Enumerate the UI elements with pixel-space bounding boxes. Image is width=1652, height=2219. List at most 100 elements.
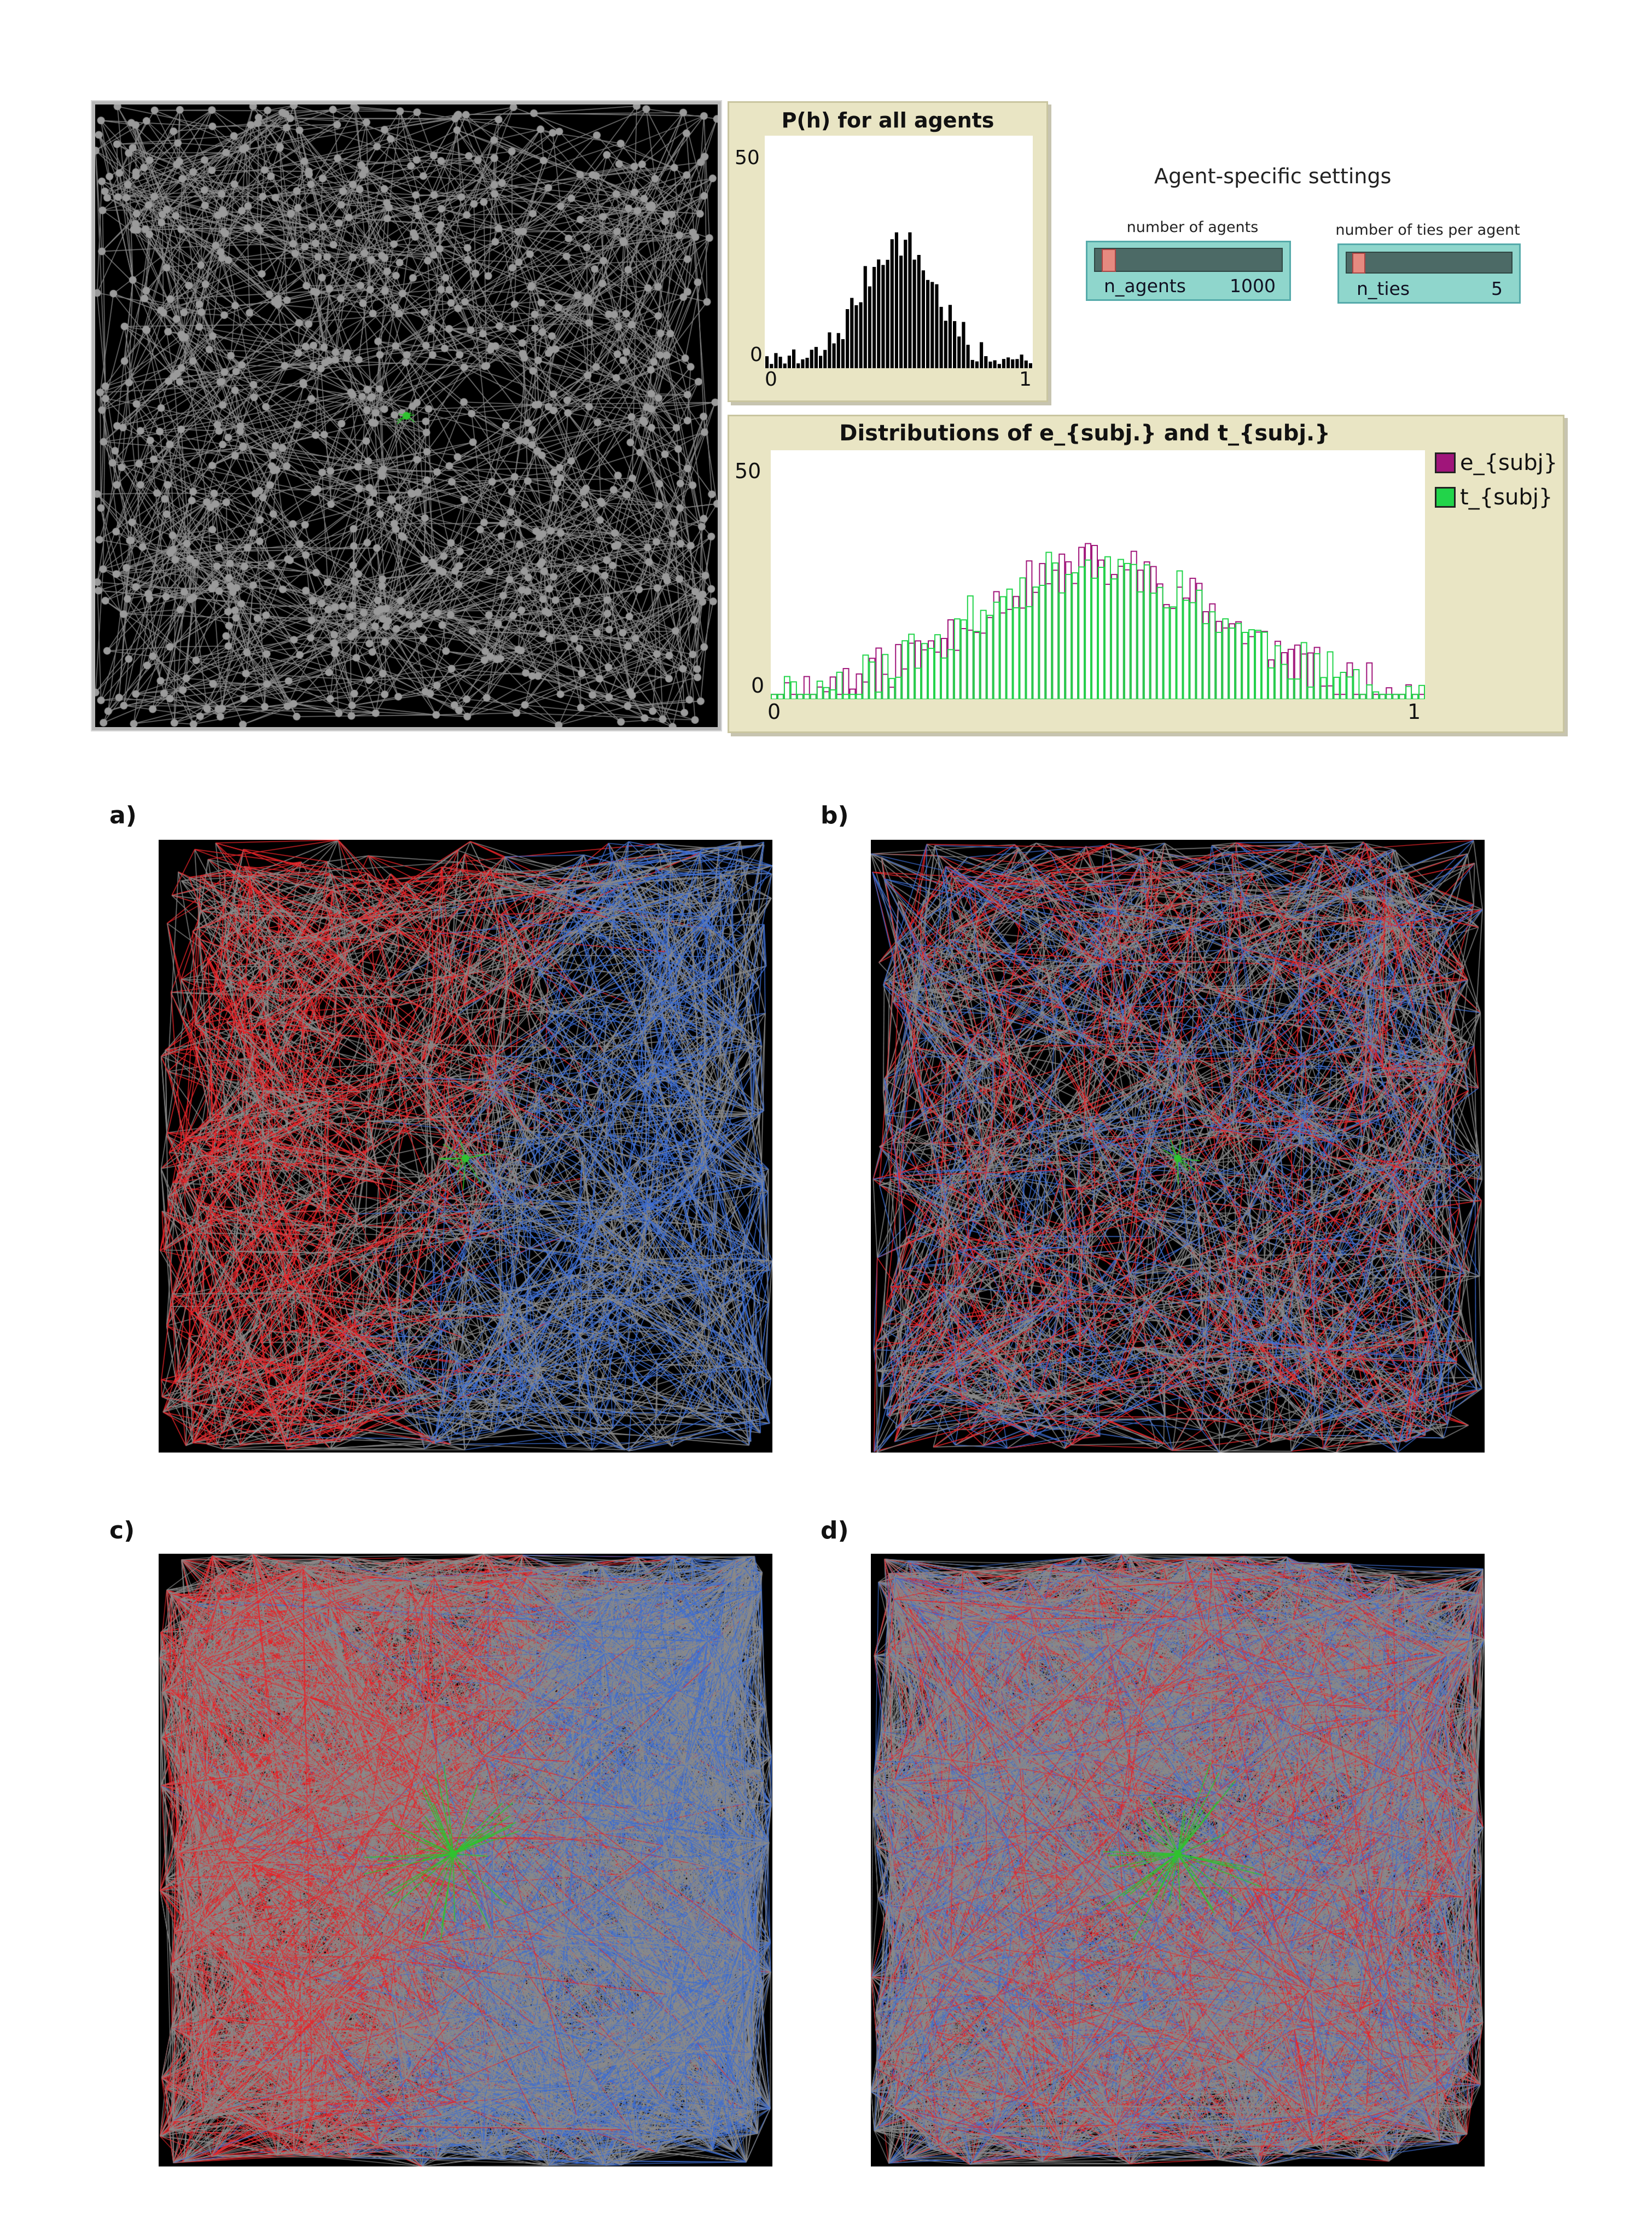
network-panel-c xyxy=(159,1554,772,2166)
network-view[interactable] xyxy=(91,100,722,731)
distribution-bar xyxy=(1104,583,1111,700)
ties-slider-knob[interactable] xyxy=(1352,253,1366,274)
distribution-bar xyxy=(1248,636,1255,700)
network-panel-d xyxy=(871,1554,1485,2166)
distribution-bar xyxy=(823,687,830,700)
distribution-bar xyxy=(1143,561,1150,700)
distribution-bar xyxy=(1229,623,1236,700)
distribution-bar xyxy=(1163,607,1170,700)
distribution-bar xyxy=(1110,574,1118,700)
distribution-bar xyxy=(1176,586,1183,700)
distribution-bar xyxy=(980,632,987,700)
distribution-bar xyxy=(960,619,967,700)
distribution-bar xyxy=(934,651,941,700)
ties-slider[interactable]: n_ties 5 xyxy=(1337,243,1521,304)
histogram-bar xyxy=(997,364,1001,368)
distribution-bar xyxy=(1170,608,1177,700)
distribution-bar xyxy=(986,614,993,700)
agents-slider-knob[interactable] xyxy=(1101,249,1116,272)
distribution-bar xyxy=(993,601,1000,700)
distribution-bar xyxy=(953,649,961,700)
distribution-bar xyxy=(1065,561,1072,700)
distribution-bar xyxy=(1019,607,1026,700)
histogram-bar xyxy=(1028,363,1032,368)
distribution-bar xyxy=(849,694,856,700)
histogram-bar xyxy=(939,306,943,368)
distribution-bar xyxy=(1124,562,1131,700)
distribution-bar xyxy=(1300,653,1307,700)
distribution-bar xyxy=(908,642,915,700)
distribution-bar xyxy=(1261,631,1268,700)
legend-t-subj: t_{subj} xyxy=(1435,485,1552,510)
ties-slider-track[interactable] xyxy=(1346,252,1513,274)
network-canvas[interactable] xyxy=(95,104,718,727)
agents-slider-name: n_agents xyxy=(1104,275,1186,297)
distribution-bar xyxy=(908,634,915,700)
distribution-bar xyxy=(1274,645,1281,700)
histogram-bar xyxy=(854,305,858,368)
distribution-bar xyxy=(1098,559,1104,700)
distribution-bar xyxy=(967,629,974,700)
histogram-bar xyxy=(957,336,961,368)
histogram-bar xyxy=(832,343,836,368)
distribution-bar xyxy=(1058,592,1066,700)
distribution-bar xyxy=(1104,556,1111,700)
distribution-bar xyxy=(928,640,935,700)
histogram-y-max: 50 xyxy=(735,147,760,169)
histogram-bar xyxy=(1007,357,1010,368)
distribution-bar xyxy=(856,673,863,700)
legend-e-swatch xyxy=(1435,452,1456,473)
distribution-bar xyxy=(1189,578,1196,700)
distribution-bar xyxy=(882,673,889,700)
histogram-bar xyxy=(953,321,957,368)
histogram-bar xyxy=(841,339,845,368)
distribution-bar xyxy=(1418,684,1426,700)
histogram-bar xyxy=(828,332,831,368)
distribution-bar xyxy=(829,676,836,700)
distribution-bar xyxy=(771,694,777,700)
distribution-bar xyxy=(1078,547,1085,700)
histogram-bar xyxy=(823,350,827,368)
distribution-area xyxy=(771,450,1426,700)
distribution-bar xyxy=(1032,586,1039,700)
histogram-bar xyxy=(814,347,818,368)
histogram-plot-panel: P(h) for all agents 50 0 0 1 xyxy=(728,101,1048,402)
histogram-bar xyxy=(778,357,782,368)
ties-slider-value: 5 xyxy=(1491,278,1503,299)
histogram-bar xyxy=(881,265,885,368)
distribution-bar xyxy=(993,591,1000,700)
distribution-bar xyxy=(888,678,895,700)
histogram-bar xyxy=(908,232,912,368)
distribution-bar xyxy=(875,692,882,700)
distribution-bar xyxy=(1019,577,1026,700)
distribution-bar xyxy=(1327,685,1334,700)
distribution-bar xyxy=(816,686,823,700)
histogram-bar xyxy=(944,321,947,368)
histogram-bar xyxy=(980,342,984,368)
distribution-bar xyxy=(796,694,804,700)
distribution-bars xyxy=(771,543,1426,700)
distribution-bar xyxy=(1196,589,1203,700)
distribution-bar xyxy=(1372,691,1380,700)
distribution-bar xyxy=(1392,694,1399,700)
histogram-bar xyxy=(886,259,889,368)
distribution-bar xyxy=(1366,684,1373,700)
distribution-y-max: 50 xyxy=(735,459,761,483)
distribution-bar xyxy=(1209,611,1216,700)
distribution-bar xyxy=(771,694,777,700)
histogram-bar xyxy=(836,333,840,368)
distribution-bar xyxy=(1026,560,1033,700)
distribution-bar xyxy=(1150,592,1157,700)
distribution-bar xyxy=(1052,562,1059,700)
histogram-bar xyxy=(948,305,952,368)
agents-slider-track[interactable] xyxy=(1094,248,1283,272)
network-panel-b xyxy=(871,840,1485,1453)
network-panel-a-canvas xyxy=(159,840,772,1453)
agents-slider[interactable]: n_agents 1000 xyxy=(1086,241,1291,301)
distribution-bar xyxy=(1281,652,1288,700)
distribution-bar xyxy=(986,617,993,700)
histogram-bars xyxy=(765,232,1032,368)
histogram-bar xyxy=(819,356,823,368)
distribution-bar xyxy=(1045,551,1052,700)
distribution-bar xyxy=(1183,597,1190,700)
